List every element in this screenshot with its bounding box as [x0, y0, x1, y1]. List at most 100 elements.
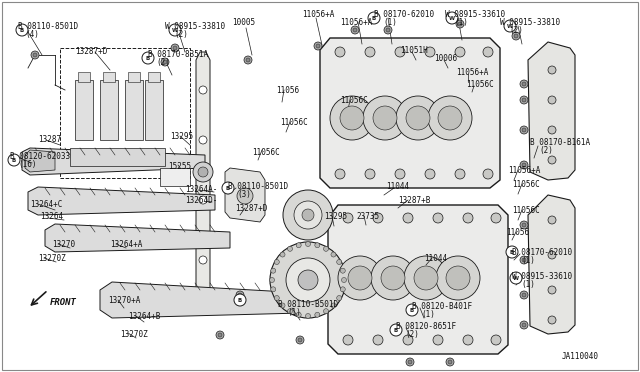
Circle shape	[386, 28, 390, 32]
Circle shape	[408, 360, 412, 364]
Text: W 08915-33610: W 08915-33610	[512, 272, 572, 281]
Text: B: B	[12, 157, 16, 163]
Circle shape	[16, 24, 28, 36]
Circle shape	[520, 221, 528, 229]
Text: W: W	[449, 16, 455, 20]
Bar	[60, 48, 190, 178]
Polygon shape	[196, 52, 210, 302]
Circle shape	[244, 56, 252, 64]
Bar	[78, 72, 90, 82]
Circle shape	[31, 51, 39, 59]
Circle shape	[363, 96, 407, 140]
Text: 13287+D: 13287+D	[235, 204, 268, 213]
Circle shape	[406, 106, 430, 130]
Text: B: B	[372, 16, 376, 20]
Circle shape	[351, 26, 359, 34]
Text: (1): (1)	[521, 256, 535, 265]
Text: 13264+B: 13264+B	[128, 312, 161, 321]
Circle shape	[315, 312, 320, 317]
Circle shape	[520, 256, 528, 264]
Circle shape	[302, 209, 314, 221]
Text: 13270+A: 13270+A	[108, 296, 140, 305]
Text: 13264A-: 13264A-	[185, 185, 218, 194]
Circle shape	[438, 106, 462, 130]
Text: B: B	[146, 55, 150, 61]
Circle shape	[222, 182, 234, 194]
Circle shape	[234, 294, 246, 306]
Circle shape	[446, 12, 458, 24]
Text: 13270: 13270	[52, 240, 75, 249]
Circle shape	[414, 266, 438, 290]
Bar	[145, 80, 163, 140]
Circle shape	[491, 335, 501, 345]
Circle shape	[270, 242, 346, 318]
Text: W 08915-33610: W 08915-33610	[445, 10, 505, 19]
Circle shape	[340, 268, 345, 273]
Circle shape	[287, 246, 292, 251]
Text: 23735: 23735	[356, 212, 379, 221]
Circle shape	[163, 60, 167, 64]
Text: B 08170-62010: B 08170-62010	[374, 10, 434, 19]
Circle shape	[406, 358, 414, 366]
Circle shape	[384, 26, 392, 34]
Text: 11056C: 11056C	[340, 96, 368, 105]
Circle shape	[294, 201, 322, 229]
Text: (2): (2)	[509, 26, 523, 35]
Circle shape	[275, 295, 279, 301]
Circle shape	[337, 260, 342, 264]
Text: 13295: 13295	[170, 132, 193, 141]
Circle shape	[314, 42, 322, 50]
Circle shape	[296, 243, 301, 248]
Circle shape	[406, 304, 418, 316]
Text: 11056C: 11056C	[280, 118, 308, 127]
Text: 10006: 10006	[434, 54, 457, 63]
Text: B 08120-62033: B 08120-62033	[10, 152, 70, 161]
Text: 11056: 11056	[276, 86, 299, 95]
Text: W 08915-33810: W 08915-33810	[500, 18, 560, 27]
Circle shape	[236, 291, 244, 299]
Text: 11056+A: 11056+A	[302, 10, 334, 19]
Text: B 08110-8501D: B 08110-8501D	[18, 22, 78, 31]
Circle shape	[238, 293, 242, 297]
Circle shape	[548, 251, 556, 259]
Polygon shape	[28, 187, 215, 215]
Text: B 08170-B161A: B 08170-B161A	[530, 138, 590, 147]
Circle shape	[8, 154, 20, 166]
Circle shape	[323, 246, 328, 251]
Polygon shape	[45, 224, 230, 252]
Circle shape	[425, 169, 435, 179]
Circle shape	[381, 266, 405, 290]
Circle shape	[331, 303, 336, 308]
Circle shape	[283, 190, 333, 240]
Text: B: B	[226, 186, 230, 190]
Circle shape	[305, 314, 310, 318]
Circle shape	[199, 86, 207, 94]
Circle shape	[343, 335, 353, 345]
Circle shape	[446, 358, 454, 366]
Circle shape	[323, 309, 328, 314]
Text: (16): (16)	[18, 160, 36, 169]
Text: 13264+C: 13264+C	[30, 200, 62, 209]
Circle shape	[193, 162, 213, 182]
Circle shape	[298, 338, 302, 342]
Text: (3): (3)	[237, 190, 251, 199]
Circle shape	[287, 309, 292, 314]
Circle shape	[433, 335, 443, 345]
Polygon shape	[225, 168, 265, 222]
Circle shape	[340, 106, 364, 130]
Text: B 08110-8501D: B 08110-8501D	[228, 182, 288, 191]
Text: (1): (1)	[421, 310, 435, 319]
Circle shape	[335, 47, 345, 57]
Polygon shape	[320, 38, 500, 188]
Circle shape	[246, 58, 250, 62]
Text: 11056C: 11056C	[466, 80, 493, 89]
Circle shape	[298, 270, 318, 290]
Circle shape	[522, 223, 526, 227]
Circle shape	[199, 196, 207, 204]
Text: B: B	[510, 250, 514, 254]
Circle shape	[522, 82, 526, 86]
Text: (2): (2)	[156, 58, 170, 67]
Text: 11056+A: 11056+A	[456, 68, 488, 77]
Bar	[100, 80, 118, 140]
Text: B: B	[394, 327, 398, 333]
